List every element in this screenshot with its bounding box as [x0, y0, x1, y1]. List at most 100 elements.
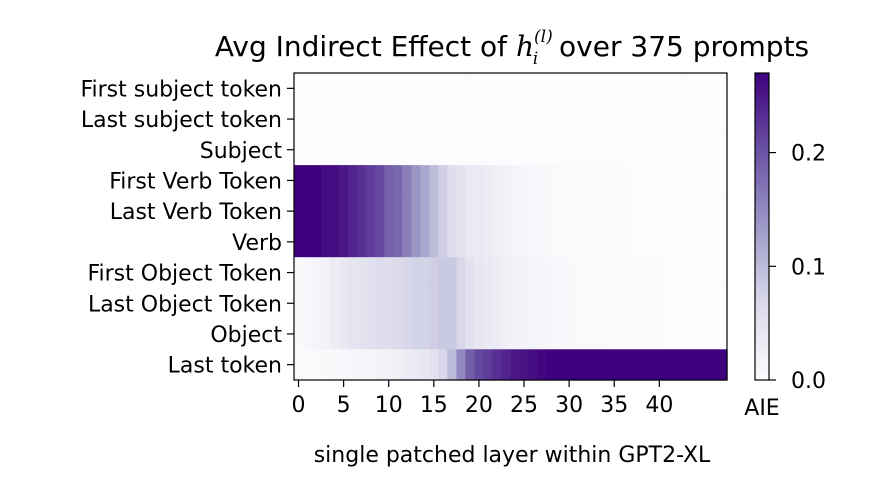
heatmap-cell [312, 73, 322, 105]
heatmap-cell [645, 134, 656, 166]
heatmap-cell [510, 195, 521, 228]
heatmap-cell [483, 165, 494, 197]
heatmap-cell [708, 103, 719, 135]
heatmap-cell [501, 349, 512, 381]
heatmap-cell [717, 165, 728, 197]
heatmap-cell [690, 134, 701, 166]
heatmap-cell [321, 257, 331, 289]
heatmap-cell [690, 103, 701, 135]
heatmap-cell [375, 349, 385, 381]
heatmap-cell [429, 318, 439, 350]
heatmap-cell [321, 287, 331, 320]
heatmap-cell [582, 134, 593, 166]
heatmap-cell [438, 134, 448, 166]
heatmap-cell [654, 73, 665, 105]
heatmap-cell [357, 103, 367, 135]
heatmap-cell [303, 318, 313, 350]
heatmap-cell [438, 349, 448, 381]
colorbar-ticks: 0.0 0.1 0.2 [769, 142, 826, 394]
heatmap-cell [303, 257, 313, 289]
heatmap-cell [411, 349, 421, 381]
heatmap-cell [492, 165, 503, 197]
heatmap-cell [501, 226, 512, 258]
heatmap-cell [483, 103, 494, 135]
heatmap-cell [339, 226, 349, 258]
heatmap-cell [429, 103, 439, 135]
heatmap-cell [393, 318, 403, 350]
heatmap-cell [447, 195, 457, 228]
heatmap-cell [348, 165, 358, 197]
heatmap-cell [672, 73, 683, 105]
heatmap-cell [510, 318, 521, 350]
row-label: Last Verb Token [110, 200, 282, 225]
heatmap-cell [294, 349, 304, 381]
heatmap-cell [393, 165, 403, 197]
heatmap-cell [303, 287, 313, 320]
heatmap-cell [420, 318, 430, 350]
heatmap-cell [492, 73, 503, 105]
heatmap-cell [663, 103, 674, 135]
heatmap-cell [447, 349, 457, 381]
heatmap-cell [672, 134, 683, 166]
heatmap-cell [690, 165, 701, 197]
heatmap-cell [519, 103, 530, 135]
heatmap-cell [384, 103, 394, 135]
heatmap-cell [501, 195, 512, 228]
heatmap-cell [645, 287, 656, 320]
heatmap-cell [672, 165, 683, 197]
heatmap-cell [474, 349, 485, 381]
heatmap-cell [492, 287, 503, 320]
heatmap-cell [573, 103, 584, 135]
heatmap-cell [348, 287, 358, 320]
heatmap-cell [366, 226, 376, 258]
x-tick-label: 15 [420, 393, 448, 418]
heatmap-cell [681, 165, 692, 197]
heatmap-cell [465, 257, 476, 289]
heatmap-cell [474, 195, 485, 228]
heatmap-cell [717, 257, 728, 289]
heatmap-cell [375, 318, 385, 350]
heatmap-cell [294, 257, 304, 289]
heatmap-cell [393, 287, 403, 320]
heatmap-cell [636, 349, 647, 381]
heatmap-cell [654, 257, 665, 289]
heatmap-cell [384, 73, 394, 105]
heatmap-cell [645, 165, 656, 197]
heatmap-cell [645, 73, 656, 105]
heatmap-cell [456, 195, 466, 228]
heatmap-cell [618, 287, 629, 320]
heatmap-cell [510, 257, 521, 289]
heatmap-cell [537, 318, 548, 350]
heatmap-cell [465, 73, 476, 105]
heatmap-cell [618, 257, 629, 289]
heatmap-cell [375, 195, 385, 228]
heatmap-cell [348, 349, 358, 381]
heatmap-cell [609, 349, 620, 381]
heatmap-cell [654, 103, 665, 135]
heatmap-cell [402, 257, 412, 289]
heatmap-cell [582, 257, 593, 289]
heatmap-cell [402, 103, 412, 135]
heatmap-cell [384, 226, 394, 258]
heatmap-cell [465, 226, 476, 258]
row-label: Last subject token [81, 108, 282, 133]
heatmap-cell [330, 318, 340, 350]
heatmap-cell [618, 226, 629, 258]
heatmap-cell [636, 318, 647, 350]
heatmap-cell [465, 103, 476, 135]
colorbar-tick-label: 0.0 [791, 369, 826, 394]
heatmap-cell [294, 103, 304, 135]
heatmap-cell [411, 287, 421, 320]
colorbar-tick-label: 0.1 [791, 255, 826, 280]
heatmap-cell [555, 318, 566, 350]
heatmap-cell [573, 318, 584, 350]
heatmap-cell [582, 318, 593, 350]
heatmap-cell [321, 103, 331, 135]
heatmap-cell [627, 287, 638, 320]
heatmap-cell [546, 73, 557, 105]
heatmap-cell [420, 226, 430, 258]
heatmap-frame [293, 72, 728, 381]
heatmap-cell [681, 349, 692, 381]
heatmap-cell [366, 318, 376, 350]
